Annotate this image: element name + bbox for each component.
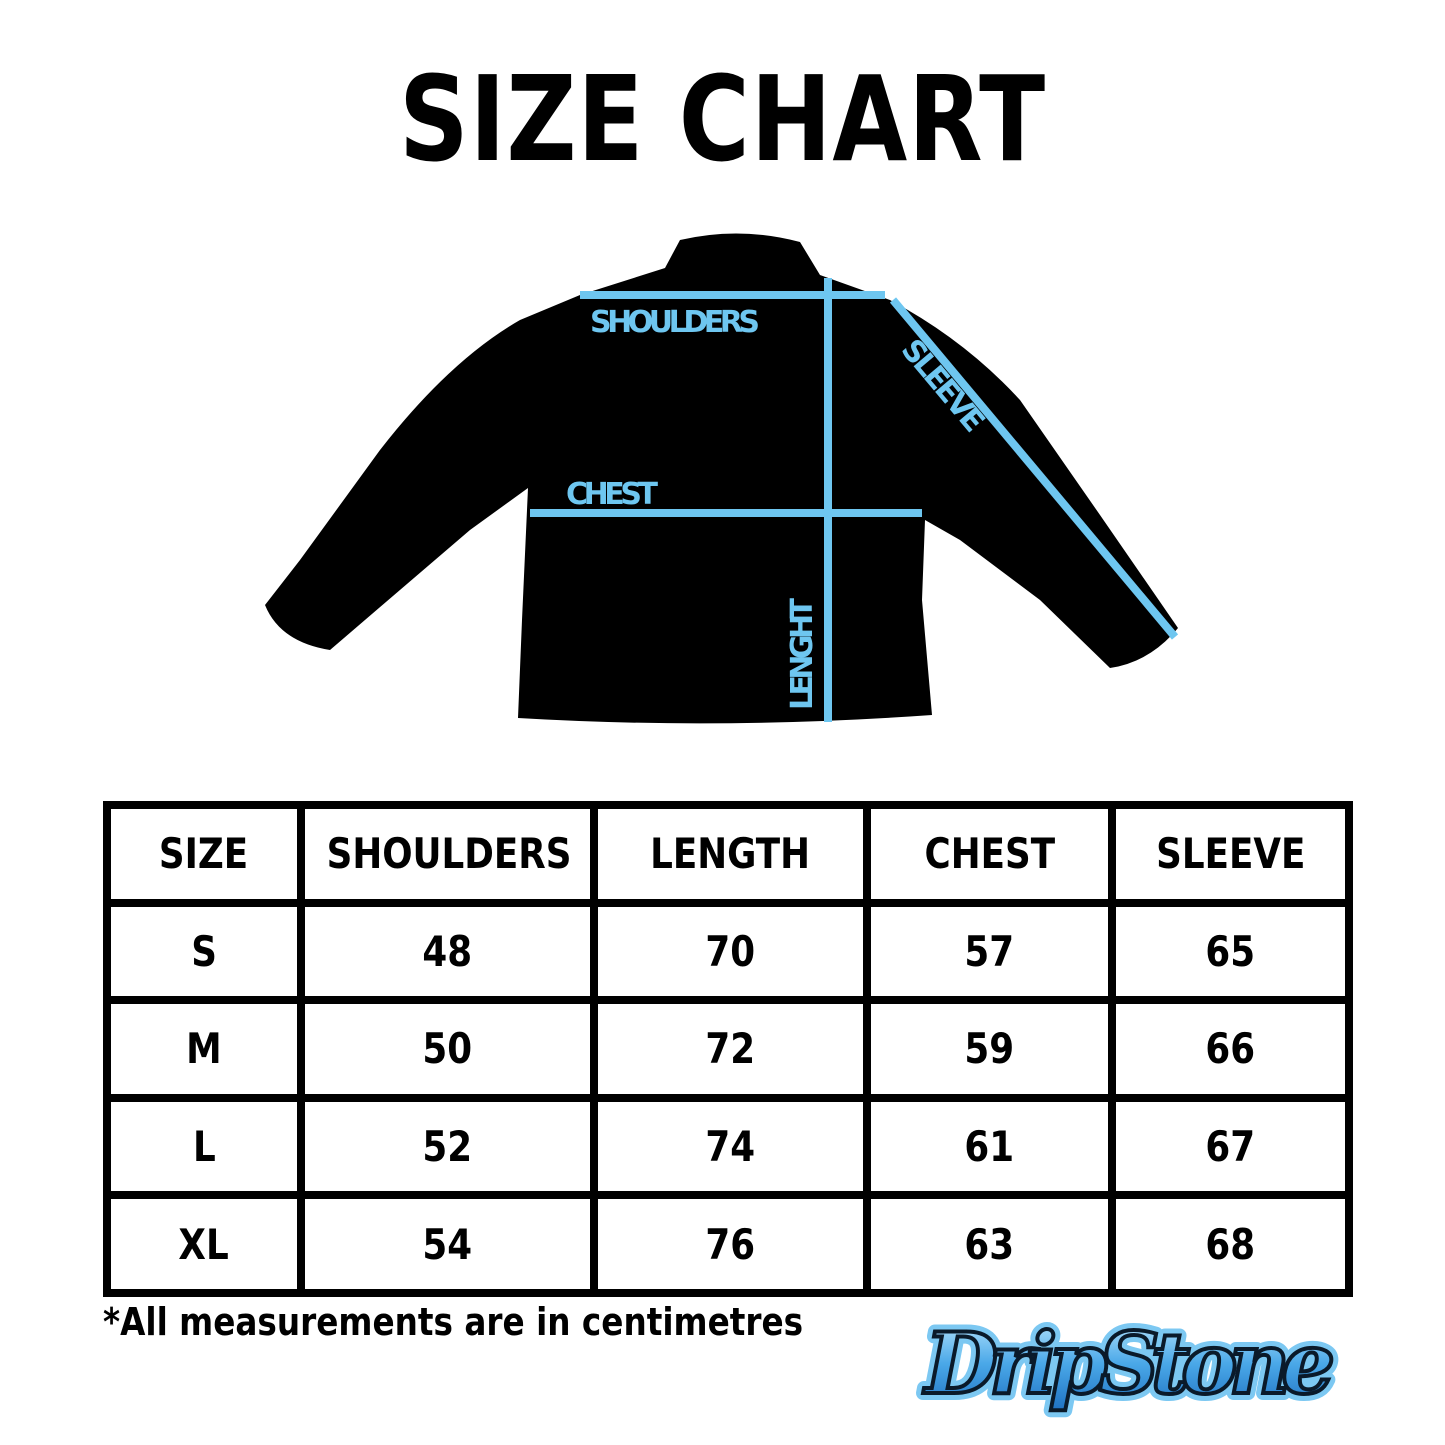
table-cell: M	[103, 996, 305, 1102]
table-cell: L	[103, 1093, 305, 1200]
table-cell: XL	[103, 1191, 305, 1297]
table-cell: 59	[863, 996, 1116, 1102]
table-cell: 48	[297, 898, 598, 1005]
svg-text:DripStone: DripStone	[923, 1314, 1335, 1413]
table-cell: 76	[590, 1191, 871, 1297]
table-cell: 65	[1108, 898, 1353, 1005]
dripstone-logo: DripStone DripStone	[916, 1307, 1342, 1420]
table-cell: 74	[590, 1093, 871, 1200]
table-cell: 67	[1108, 1093, 1353, 1200]
sleeve-line	[889, 297, 1179, 640]
chest-label: CHEST	[566, 477, 659, 512]
table-cell: 54	[297, 1191, 598, 1297]
table-cell: 57	[863, 898, 1116, 1005]
table-row: XL 54 76 63 68	[103, 1191, 1353, 1297]
table-cell: 63	[863, 1191, 1116, 1297]
svg-text:DripStone: DripStone	[923, 1314, 1335, 1413]
table-row: M 50 72 59 66	[103, 996, 1353, 1102]
header-cell: SHOULDERS	[297, 801, 598, 907]
jacket-silhouette	[265, 233, 1178, 724]
size-table: SIZE SHOULDERS LENGTH CHEST SLEEVE S 48 …	[103, 801, 1353, 1297]
shoulders-label: SHOULDERS	[590, 305, 760, 340]
table-cell: 72	[590, 996, 871, 1102]
page-title: SIZE CHART	[399, 50, 1046, 188]
header-cell: CHEST	[863, 801, 1116, 907]
header-cell: SIZE	[103, 801, 305, 907]
table-cell: 66	[1108, 996, 1353, 1102]
table-header-row: SIZE SHOULDERS LENGTH CHEST SLEEVE	[103, 801, 1353, 907]
table-cell: S	[103, 898, 305, 1005]
table-cell: 61	[863, 1093, 1116, 1200]
length-label: LENGHT	[785, 597, 820, 710]
table-cell: 52	[297, 1093, 598, 1200]
header-cell: LENGTH	[590, 801, 871, 907]
table-cell: 50	[297, 996, 598, 1102]
table-row: S 48 70 57 65	[103, 898, 1353, 1005]
jacket-diagram: SHOULDERS CHEST SLEEVE LENGHT	[265, 233, 1179, 724]
table-row: L 52 74 61 67	[103, 1093, 1353, 1200]
table-cell: 70	[590, 898, 871, 1005]
table-cell: 68	[1108, 1191, 1353, 1297]
measurement-note: *All measurements are in centimetres	[103, 1300, 804, 1344]
header-cell: SLEEVE	[1108, 801, 1353, 907]
